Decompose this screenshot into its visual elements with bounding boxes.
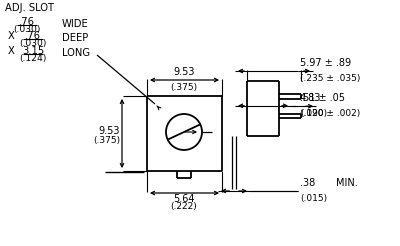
Text: 3.15: 3.15 [22, 46, 44, 56]
Text: .76: .76 [25, 31, 41, 41]
Text: (.030): (.030) [13, 25, 41, 34]
Text: (.124): (.124) [19, 54, 47, 63]
Text: 5.64: 5.64 [173, 194, 195, 204]
Text: WIDE: WIDE [62, 19, 89, 29]
Text: MIN.: MIN. [336, 178, 358, 188]
Text: 9.53: 9.53 [173, 67, 195, 77]
Text: (.235 ± .035): (.235 ± .035) [300, 74, 360, 83]
Text: (.375): (.375) [170, 83, 198, 92]
Text: (.375): (.375) [93, 137, 120, 145]
Text: (.222): (.222) [171, 202, 197, 211]
Text: 9.53: 9.53 [98, 126, 120, 136]
Text: X: X [8, 46, 15, 56]
Text: (.190): (.190) [300, 109, 327, 118]
Text: .38: .38 [300, 178, 315, 188]
Text: (.030): (.030) [19, 39, 47, 48]
Text: DEEP: DEEP [62, 33, 88, 43]
Text: (.015): (.015) [300, 194, 327, 203]
Text: (.020 ± .002): (.020 ± .002) [300, 109, 360, 118]
Text: 5.97 ± .89: 5.97 ± .89 [300, 58, 351, 68]
Text: 4.83: 4.83 [300, 93, 321, 103]
Text: LONG: LONG [62, 48, 90, 58]
Text: ADJ. SLOT: ADJ. SLOT [5, 3, 54, 13]
Text: .51 ± .05: .51 ± .05 [300, 93, 345, 103]
Text: .76: .76 [19, 17, 35, 27]
Text: X: X [8, 31, 15, 41]
